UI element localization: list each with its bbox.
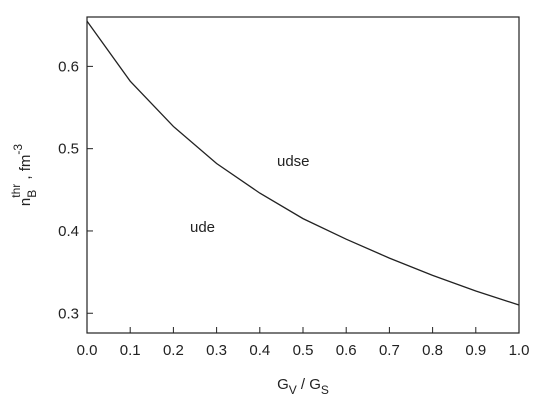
line (86, 20, 520, 306)
x-tick-label: 0.7 (379, 342, 400, 359)
x-axis-label: GV / GS (277, 376, 329, 397)
annotation: udse (277, 153, 310, 170)
x-tick-label: 0.4 (249, 342, 270, 359)
y-axis-label: nBthr , fm-3 (9, 144, 39, 207)
annotation: ude (190, 219, 215, 236)
x-tick-label: 0.1 (120, 342, 141, 359)
x-tick-label: 0.0 (77, 342, 98, 359)
x-label-part: S (321, 383, 329, 397)
y-label-part: thr (9, 184, 23, 198)
x-label-part: V (289, 383, 297, 397)
x-tick-label: 0.6 (336, 342, 357, 359)
x-tick-label: 0.5 (293, 342, 314, 359)
plot-frame (86, 16, 520, 334)
x-label-part: / G (297, 376, 321, 393)
y-label-part: n (17, 198, 34, 206)
y-tick-label: 0.4 (58, 223, 79, 240)
x-label-part: G (277, 376, 289, 393)
y-label-part: -3 (11, 144, 25, 155)
x-tick-label: 0.2 (163, 342, 184, 359)
y-tick-label: 0.5 (58, 141, 79, 158)
x-tick-label: 0.8 (422, 342, 443, 359)
y-tick-label: 0.6 (58, 58, 79, 75)
x-tick-label: 0.3 (206, 342, 227, 359)
y-label-part: , fm (17, 155, 34, 184)
x-tick-label: 1.0 (509, 342, 530, 359)
y-label-part: B (25, 190, 39, 198)
y-tick-label: 0.3 (58, 305, 79, 322)
x-tick-label: 0.9 (465, 342, 486, 359)
